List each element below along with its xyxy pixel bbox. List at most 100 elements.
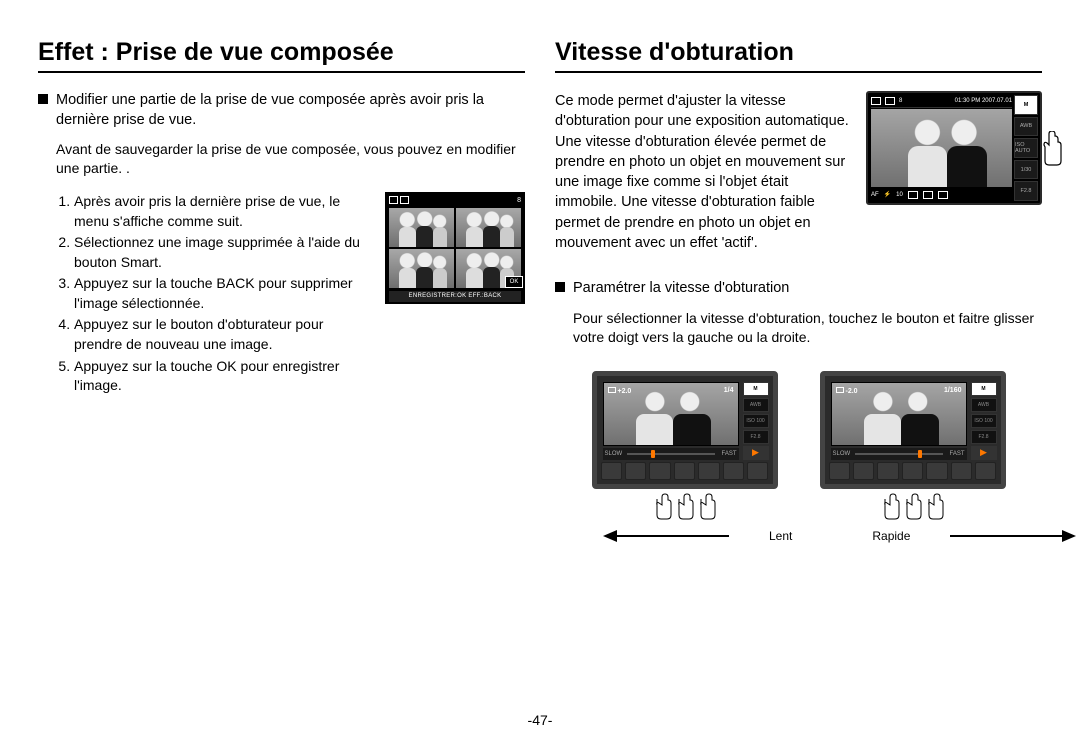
lcd-top-time: 01:30 PM 2007.07.01 <box>955 98 1012 104</box>
lcd-big-photo <box>871 109 1012 187</box>
soft-button <box>625 462 646 480</box>
chip-iso: ISO 100 <box>971 414 997 428</box>
speed-label-left: 1/4 <box>724 387 734 394</box>
step-3: Appuyez sur la touche BACK pour supprime… <box>74 274 373 313</box>
two-column-layout: Effet : Prise de vue composée Modifier u… <box>38 38 1042 547</box>
play-icon: ▶ <box>743 446 769 460</box>
left-bullet-text: Modifier une partie de la prise de vue c… <box>56 91 525 130</box>
side-chip-awb: AWB <box>1014 117 1038 137</box>
lcd-big-bottominfo: AF ⚡ 10 <box>871 189 1012 200</box>
soft-button <box>698 462 719 480</box>
side-chip-speed: 1/30 <box>1014 160 1038 180</box>
soft-button <box>747 462 768 480</box>
quad-cell-2 <box>456 208 521 247</box>
slow-label: SLOW <box>833 451 851 457</box>
ev-label-right: -2.0 <box>836 387 858 395</box>
chip-m: M <box>971 382 997 396</box>
lcd-timer: 10 <box>896 192 903 198</box>
card-icon <box>885 97 895 105</box>
chip-awb: AWB <box>743 398 769 412</box>
arrow-left-icon <box>603 530 617 542</box>
side-chip-iso: ISO AUTO <box>1014 138 1038 158</box>
chip-awb: AWB <box>971 398 997 412</box>
soft-button <box>951 462 972 480</box>
soft-button <box>926 462 947 480</box>
lcd-small-left-sidebar: M AWB ISO 100 F2.8 ▶ <box>743 382 769 460</box>
slow-label: SLOW <box>605 451 623 457</box>
pointing-hand-icon <box>1038 131 1064 167</box>
soft-button <box>853 462 874 480</box>
step-5: Appuyez sur la touche OK pour enregistre… <box>74 357 373 396</box>
mode-icon-1 <box>908 191 918 199</box>
soft-button <box>601 462 622 480</box>
soft-button <box>902 462 923 480</box>
right-intro-text: Ce mode permet d'ajuster la vitesse d'ob… <box>555 91 850 253</box>
lcd-small-left: +2.0 1/4 SLOW FAST M AWB ISO 100 F2.8 <box>592 371 778 523</box>
left-title: Effet : Prise de vue composée <box>38 38 525 73</box>
bottom-button-row-left <box>601 462 769 480</box>
hand-row-left <box>592 493 778 523</box>
left-steps-wrap: Après avoir pris la dernière prise de vu… <box>38 178 373 398</box>
page-number: -47- <box>0 712 1080 728</box>
soft-button <box>829 462 850 480</box>
lcd-small-left-screen: +2.0 1/4 SLOW FAST M AWB ISO 100 F2.8 <box>592 371 778 489</box>
step-1: Après avoir pris la dernière prise de vu… <box>74 192 373 231</box>
lcd-small-right-screen: -2.0 1/160 SLOW FAST M AWB ISO 100 F2.8 <box>820 371 1006 489</box>
lcd-big-wrap: 8 01:30 PM 2007.07.01 AF ⚡ 10 <box>866 91 1042 205</box>
hands-left-icon <box>645 493 725 521</box>
chip-iso: ISO 100 <box>743 414 769 428</box>
slider-row-right: SLOW FAST <box>831 448 967 460</box>
lcd-big-topinfo: 8 01:30 PM 2007.07.01 <box>871 96 1012 108</box>
chip-m: M <box>743 382 769 396</box>
hands-right-icon <box>873 493 953 521</box>
bottom-button-row-right <box>829 462 997 480</box>
slider-track-right <box>855 453 943 455</box>
lcd-small-right: -2.0 1/160 SLOW FAST M AWB ISO 100 F2.8 <box>820 371 1006 523</box>
right-intro-row: Ce mode permet d'ajuster la vitesse d'ob… <box>555 91 1042 253</box>
rapide-label: Rapide <box>832 529 950 543</box>
step-2: Sélectionnez une image supprimée à l'aid… <box>74 233 373 272</box>
lcd-small-right-photo: -2.0 1/160 <box>831 382 967 446</box>
arrow-line-left <box>617 535 729 537</box>
right-para2: Pour sélectionner la vitesse d'obturatio… <box>573 309 1042 347</box>
ev-label-left: +2.0 <box>608 387 632 395</box>
direction-arrow-row: Lent Rapide <box>603 525 1032 547</box>
slider-row-left: SLOW FAST <box>603 448 739 460</box>
mode-icon-3 <box>938 191 948 199</box>
quad-top-icons <box>389 196 411 206</box>
play-icon: ▶ <box>971 446 997 460</box>
chip-f: F2.8 <box>743 430 769 444</box>
lcd-af-label: AF <box>871 192 879 198</box>
slider-handle-right <box>918 450 922 458</box>
step-4: Appuyez sur le bouton d'obturateur pour … <box>74 315 373 354</box>
quad-cell-1 <box>389 208 454 247</box>
fast-label: FAST <box>721 451 736 457</box>
left-steps-and-image: Après avoir pris la dernière prise de vu… <box>38 178 525 398</box>
chip-f: F2.8 <box>971 430 997 444</box>
side-chip-m: M <box>1014 95 1038 115</box>
quad-topbar: 8 <box>389 196 521 206</box>
right-bullet2-text: Paramétrer la vitesse d'obturation <box>573 279 789 299</box>
soft-button <box>877 462 898 480</box>
quad-ok-badge: OK <box>505 276 523 288</box>
left-bullet-row: Modifier une partie de la prise de vue c… <box>38 91 525 130</box>
quad-grid <box>389 208 521 288</box>
mode-icon-2 <box>923 191 933 199</box>
soft-button <box>649 462 670 480</box>
soft-button <box>723 462 744 480</box>
lcd-small-right-sidebar: M AWB ISO 100 F2.8 ▶ <box>971 382 997 460</box>
left-intro-para: Avant de sauvegarder la prise de vue com… <box>56 140 525 178</box>
quad-footer: ENREGISTRER:OK EFF.:BACK <box>389 291 521 302</box>
soft-button <box>975 462 996 480</box>
bullet-icon <box>555 282 565 292</box>
lcd-big-sidebar: M AWB ISO AUTO 1/30 F2.8 <box>1014 95 1038 201</box>
right-title: Vitesse d'obturation <box>555 38 1042 73</box>
lent-label: Lent <box>729 529 832 543</box>
bullet-icon <box>38 94 48 104</box>
quad-count: 8 <box>517 197 521 204</box>
side-chip-f: F2.8 <box>1014 181 1038 201</box>
right-bullet2-row: Paramétrer la vitesse d'obturation <box>555 279 1042 299</box>
lcd-small-left-photo: +2.0 1/4 <box>603 382 739 446</box>
right-column: Vitesse d'obturation Ce mode permet d'aj… <box>555 38 1042 547</box>
fast-label: FAST <box>949 451 964 457</box>
